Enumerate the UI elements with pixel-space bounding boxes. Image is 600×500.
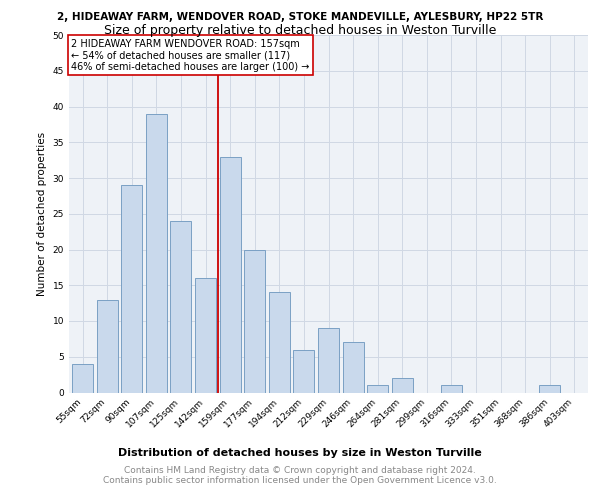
Bar (170, 221, 191, 392)
Text: 2 HIDEAWAY FARM WENDOVER ROAD: 157sqm
← 54% of detached houses are smaller (117): 2 HIDEAWAY FARM WENDOVER ROAD: 157sqm ← … (71, 38, 310, 72)
Bar (220, 156, 241, 392)
Text: Contains HM Land Registry data © Crown copyright and database right 2024.: Contains HM Land Registry data © Crown c… (124, 466, 476, 475)
Bar (269, 292, 290, 392)
Text: Size of property relative to detached houses in Weston Turville: Size of property relative to detached ho… (104, 24, 496, 37)
Text: Distribution of detached houses by size in Weston Turville: Distribution of detached houses by size … (118, 448, 482, 458)
Bar (244, 250, 265, 392)
Bar (97, 300, 118, 392)
Bar (146, 114, 167, 392)
Bar (367, 386, 388, 392)
Bar (392, 378, 413, 392)
Bar (539, 386, 560, 392)
Bar (72, 364, 93, 392)
Bar (441, 386, 462, 392)
Bar (343, 342, 364, 392)
Bar (195, 278, 216, 392)
Bar (293, 350, 314, 393)
Bar (318, 328, 339, 392)
Bar (121, 185, 142, 392)
Y-axis label: Number of detached properties: Number of detached properties (37, 132, 47, 296)
Text: 2, HIDEAWAY FARM, WENDOVER ROAD, STOKE MANDEVILLE, AYLESBURY, HP22 5TR: 2, HIDEAWAY FARM, WENDOVER ROAD, STOKE M… (57, 12, 543, 22)
Text: Contains public sector information licensed under the Open Government Licence v3: Contains public sector information licen… (103, 476, 497, 485)
